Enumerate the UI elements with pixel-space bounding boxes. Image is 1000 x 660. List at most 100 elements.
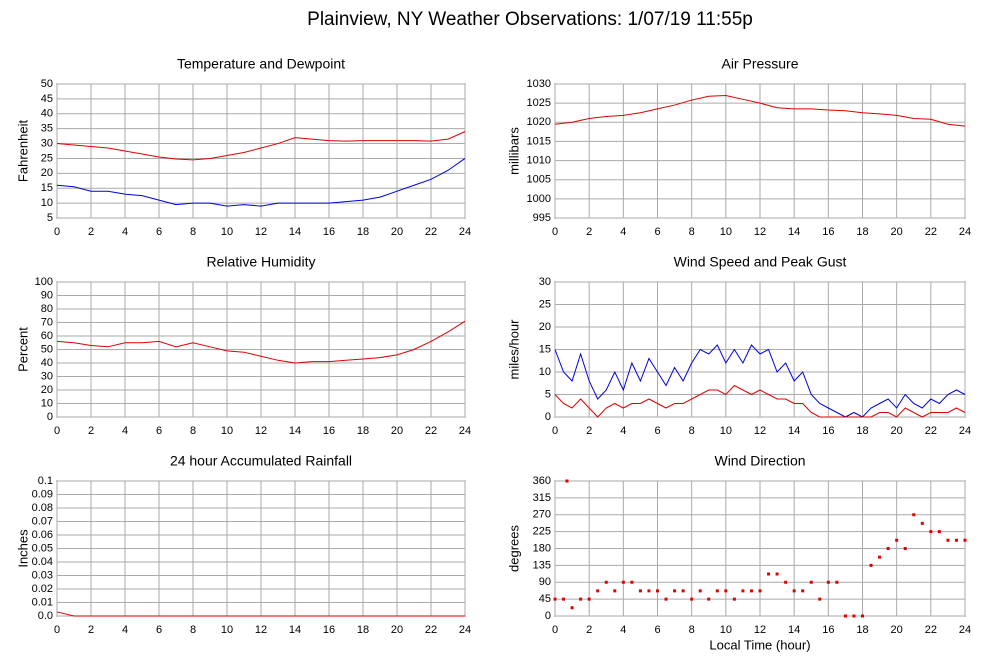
x-tick-label: 20: [891, 425, 903, 437]
data-point: [664, 597, 668, 601]
y-tick-label: 45: [41, 93, 53, 105]
y-tick-label: 1000: [527, 193, 551, 205]
data-point: [604, 580, 608, 584]
y-tick-label: 0.1: [38, 475, 53, 487]
x-tick-label: 18: [357, 425, 369, 437]
y-tick-label: 135: [533, 559, 551, 571]
x-tick-label: 8: [689, 425, 695, 437]
y-tick-label: 40: [41, 108, 53, 120]
y-tick-label: 1030: [527, 78, 551, 90]
x-tick-label: 18: [856, 624, 868, 636]
x-tick-label: 12: [255, 624, 267, 636]
y-tick-label: 995: [533, 212, 551, 224]
data-line: [56, 131, 466, 161]
y-tick-label: 70: [41, 316, 53, 328]
y-tick-label: 80: [41, 303, 53, 315]
x-tick-label: 16: [323, 624, 335, 636]
x-tick-label: 2: [88, 226, 94, 238]
x-tick-label: 10: [221, 425, 233, 437]
data-point: [946, 538, 950, 542]
x-tick-label: 14: [289, 624, 301, 636]
x-tick-label: 0: [54, 226, 60, 238]
y-tick-label: 225: [533, 526, 551, 538]
y-tick-label: 1010: [527, 154, 551, 166]
y-axis-label: Fahrenheit: [15, 120, 30, 183]
y-axis-label: miles/hour: [506, 319, 521, 380]
y-tick-label: 0: [545, 411, 551, 423]
data-point: [758, 589, 762, 593]
data-point: [869, 563, 873, 567]
x-tick-label: 6: [654, 226, 660, 238]
x-tick-label: 16: [822, 624, 834, 636]
y-tick-label: 100: [35, 276, 53, 288]
chart-title: 24 hour Accumulated Rainfall: [170, 453, 352, 469]
y-tick-label: 15: [539, 343, 551, 355]
data-point: [673, 589, 677, 593]
y-tick-label: 50: [41, 343, 53, 355]
x-tick-label: 22: [925, 425, 937, 437]
x-tick-label: 12: [754, 624, 766, 636]
data-point: [656, 589, 659, 593]
x-tick-label: 4: [122, 624, 128, 636]
y-tick-label: 30: [41, 137, 53, 149]
x-tick-label: 0: [54, 425, 60, 437]
y-tick-label: 45: [539, 593, 551, 605]
data-point: [792, 589, 796, 593]
data-point: [681, 589, 685, 593]
x-tick-label: 6: [156, 624, 162, 636]
x-tick-label: 2: [88, 624, 94, 636]
data-point: [912, 513, 916, 517]
x-tick-label: 0: [552, 425, 558, 437]
data-point: [732, 597, 736, 601]
y-tick-label: 315: [533, 492, 551, 504]
x-tick-label: 20: [891, 624, 903, 636]
x-tick-label: 10: [221, 624, 233, 636]
x-tick-label: 18: [856, 425, 868, 437]
data-point: [587, 597, 591, 601]
x-tick-label: 6: [654, 425, 660, 437]
chart-title: Relative Humidity: [207, 254, 316, 270]
data-point: [570, 606, 574, 610]
x-tick-label: 18: [357, 624, 369, 636]
x-tick-label: 24: [459, 425, 471, 437]
y-tick-label: 5: [47, 212, 53, 224]
x-tick-label: 0: [552, 226, 558, 238]
x-tick-label: 4: [122, 425, 128, 437]
data-line: [56, 320, 466, 364]
x-tick-label: 8: [689, 226, 695, 238]
data-point: [861, 614, 864, 618]
y-tick-label: 1005: [527, 174, 551, 186]
x-tick-label: 2: [586, 425, 592, 437]
y-tick-label: 360: [533, 475, 551, 487]
data-point: [775, 572, 779, 576]
x-tick-label: 22: [425, 226, 437, 238]
x-tick-label: 22: [425, 425, 437, 437]
data-line: [56, 158, 466, 207]
y-tick-label: 0.09: [32, 488, 53, 500]
x-tick-label: 14: [788, 226, 800, 238]
data-point: [826, 580, 830, 584]
x-tick-label: 16: [323, 425, 335, 437]
x-tick-label: 24: [959, 226, 971, 238]
y-tick-label: 0: [545, 610, 551, 622]
x-tick-label: 18: [856, 226, 868, 238]
x-tick-label: 24: [959, 425, 971, 437]
y-tick-label: 10: [41, 197, 53, 209]
data-point: [903, 547, 907, 550]
y-tick-label: 0.05: [32, 542, 53, 554]
data-point: [715, 589, 719, 593]
x-tick-label: 2: [586, 624, 592, 636]
data-point: [749, 589, 753, 593]
x-tick-label: 16: [822, 425, 834, 437]
y-axis-label: Percent: [15, 327, 30, 372]
data-point: [878, 555, 882, 559]
x-tick-label: 12: [754, 425, 766, 437]
y-tick-label: 0.06: [32, 529, 53, 541]
data-point: [784, 580, 788, 584]
x-tick-label: 16: [822, 226, 834, 238]
page-title: Plainview, NY Weather Observations: 1/07…: [307, 9, 753, 30]
x-tick-label: 8: [190, 425, 196, 437]
x-tick-label: 4: [620, 425, 626, 437]
chart-title: Air Pressure: [721, 56, 798, 72]
